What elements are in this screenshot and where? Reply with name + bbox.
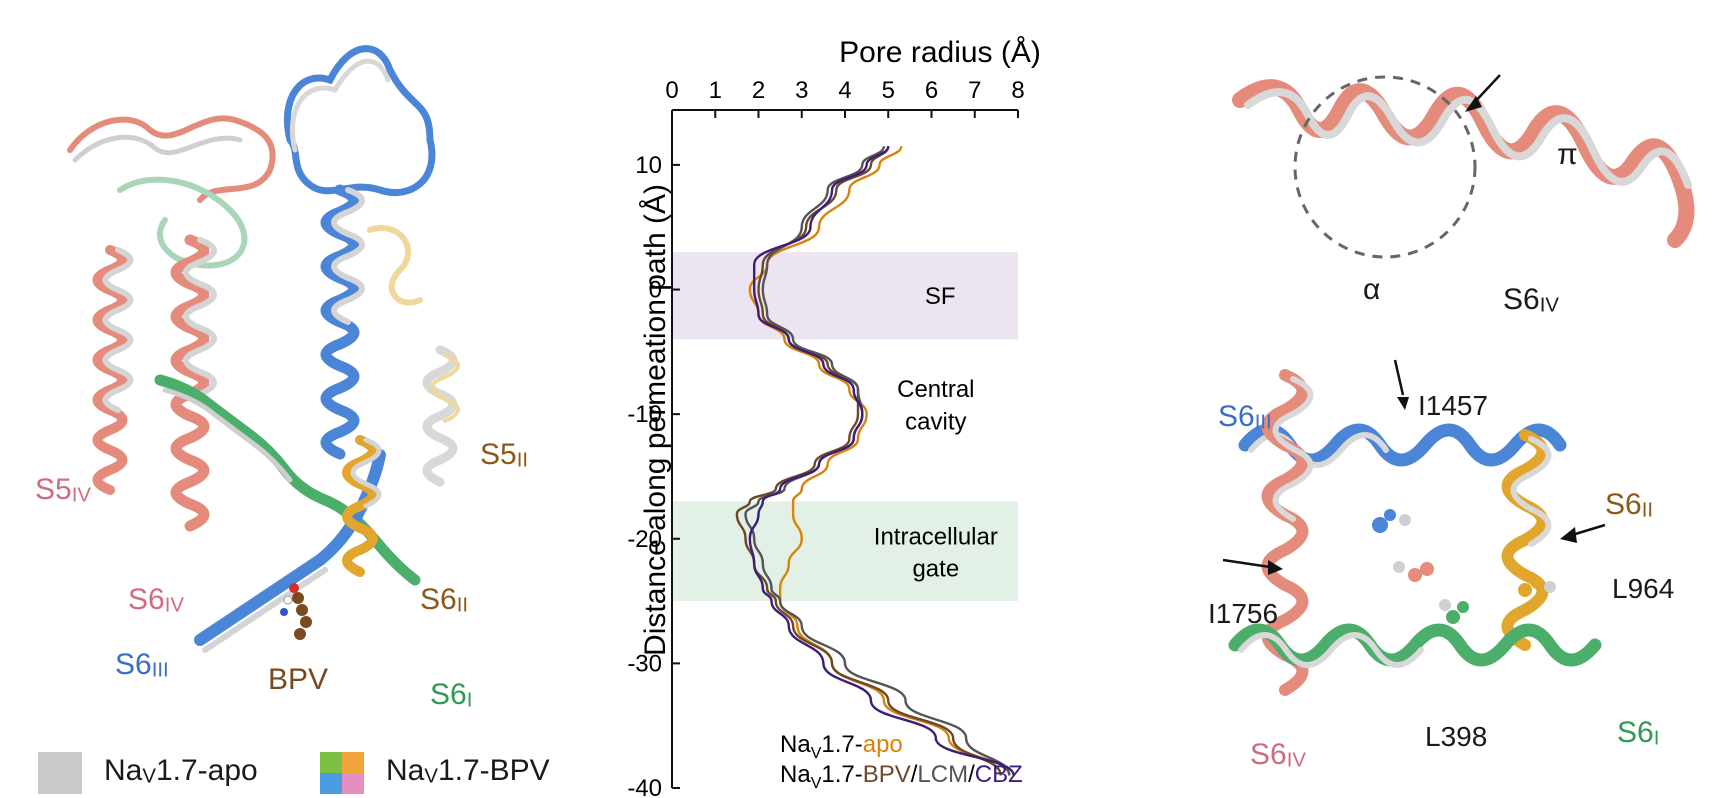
series-line-cbz: [748, 145, 1015, 776]
chart-legend-line1: NaV1.7-apo: [780, 731, 903, 762]
helix-s6-iv: [170, 234, 217, 532]
label-bpv: BPV: [268, 663, 329, 696]
pore-top-view-image: [1222, 359, 1606, 696]
y-tick-label: 10: [635, 152, 662, 179]
chart-title: Pore radius (Å): [839, 36, 1041, 69]
central-cavity-label-1: Central: [897, 376, 974, 403]
central-cavity-label-2: cavity: [905, 409, 966, 436]
gate-label-1: Intracellular: [874, 523, 998, 550]
x-tick-label: 4: [838, 77, 851, 104]
series-line-lcm: [744, 145, 1011, 776]
label-s6-iii-bottom: S6III: [1218, 400, 1272, 434]
label-s6-iii: S6III: [115, 648, 169, 682]
sf-band: [672, 252, 1018, 340]
x-tick-label: 3: [795, 77, 808, 104]
label-s6-i: S6I: [430, 678, 473, 712]
chart-legend-line2: NaV1.7-BPV/LCM/CBZ: [780, 761, 1023, 792]
label-s6-iv-bottom: S6IV: [1250, 738, 1306, 772]
x-tick-label: 7: [968, 77, 981, 104]
label-s6-i-bottom: S6I: [1617, 716, 1660, 750]
legend-label-bpv: NaV1.7-BPV: [386, 754, 550, 788]
pi-region-circle: [1293, 75, 1477, 259]
legend-label-apo: NaV1.7-apo: [104, 754, 258, 788]
series-line-bpv: [735, 145, 1002, 776]
x-tick-label: 5: [882, 77, 895, 104]
label-s6-iv: S6IV: [128, 583, 184, 617]
x-tick-label: 2: [752, 77, 765, 104]
label-i1756: I1756: [1208, 598, 1279, 629]
domain-iii-extracellular-loop: [283, 45, 436, 197]
bpv-ligand: [280, 583, 312, 640]
x-tick-label: 1: [709, 77, 722, 104]
y-tick-label: -40: [627, 775, 662, 798]
intracellular-gate-band: [672, 501, 1018, 602]
y-axis-label: Distance along permeation path (Å): [639, 184, 672, 656]
series-line-apo: [748, 145, 1011, 776]
label-pi: π: [1557, 138, 1578, 171]
helix-s6-ii: [342, 435, 382, 577]
y-tick-label: -20: [627, 526, 662, 553]
structure-overlay-image: [67, 45, 460, 653]
label-s6-iv-top: S6IV: [1503, 283, 1559, 317]
legend-swatch-apo: [38, 752, 82, 794]
side-chains: [1372, 509, 1556, 624]
y-tick-label: 0: [649, 277, 662, 304]
label-s6-ii-bottom: S6II: [1605, 488, 1654, 522]
y-tick-label: -30: [627, 650, 662, 677]
x-tick-label: 0: [665, 77, 678, 104]
label-s5-ii: S5II: [480, 438, 529, 472]
x-tick-label: 8: [1011, 77, 1024, 104]
label-l964: L964: [1612, 573, 1675, 604]
gate-label-2: gate: [912, 556, 959, 583]
helix-s5-iv: [92, 245, 134, 495]
domain-iv-extracellular-loop: [67, 115, 276, 203]
helix-pi-alpha-image: [1232, 74, 1695, 259]
helix-s5-ii: [422, 345, 460, 487]
label-s5-iv: S5IV: [35, 473, 91, 507]
pore-radius-chart: Pore radius (Å) 0 1 2 3 4 5 6 7 8 10 0 -10 -20 -30 -40…: [627, 36, 1041, 798]
label-s6-ii: S6II: [420, 583, 469, 617]
sf-label: SF: [925, 283, 956, 310]
label-i1457: I1457: [1418, 390, 1489, 421]
label-alpha: α: [1363, 273, 1381, 306]
x-tick-label: 6: [925, 77, 938, 104]
legend-swatch-bpv: [320, 752, 364, 794]
label-l398: L398: [1425, 721, 1488, 752]
y-tick-label: -10: [627, 401, 662, 428]
